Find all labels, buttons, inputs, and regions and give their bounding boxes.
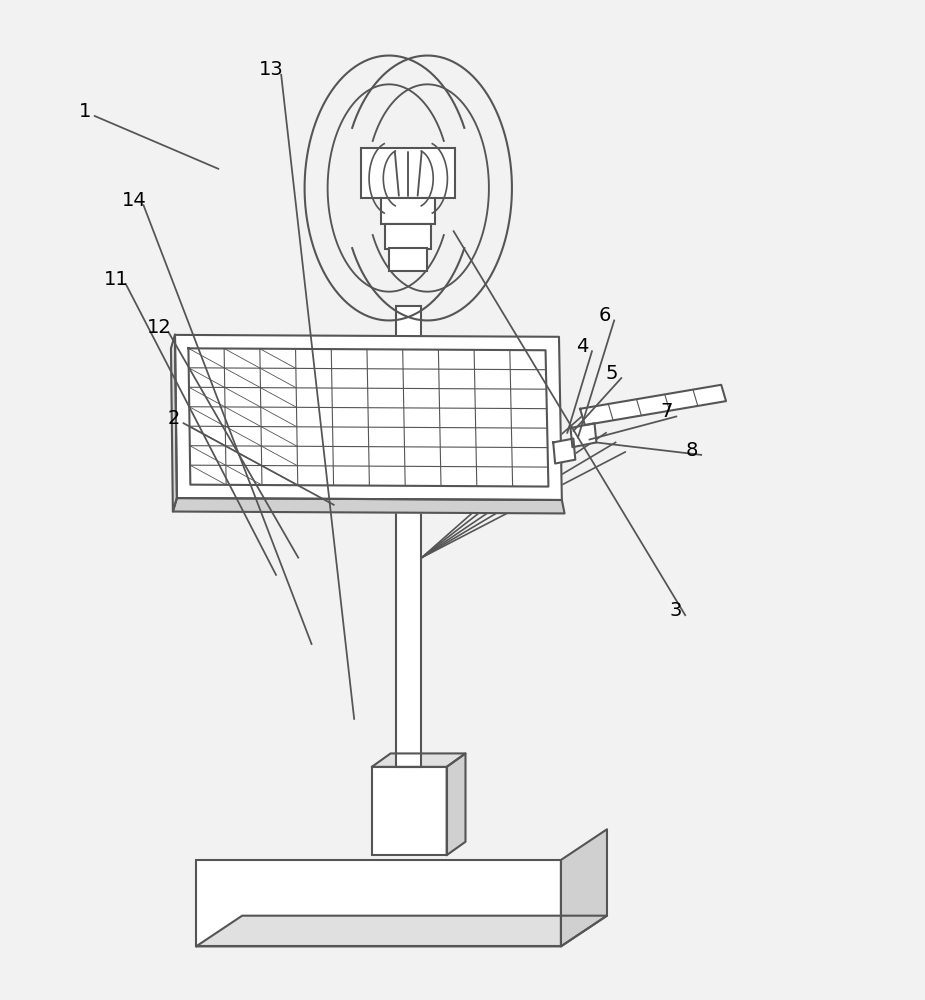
Polygon shape xyxy=(175,335,561,500)
Text: 6: 6 xyxy=(598,306,610,325)
Polygon shape xyxy=(171,335,177,512)
Text: 2: 2 xyxy=(167,409,180,428)
Bar xyxy=(385,224,431,249)
Polygon shape xyxy=(561,829,607,946)
Text: 4: 4 xyxy=(576,337,588,356)
Text: 13: 13 xyxy=(259,60,284,79)
Text: 1: 1 xyxy=(79,102,92,121)
Bar xyxy=(362,148,455,198)
Bar xyxy=(389,248,427,271)
Text: 3: 3 xyxy=(670,601,682,620)
Text: 14: 14 xyxy=(121,191,146,210)
Polygon shape xyxy=(372,753,465,767)
Polygon shape xyxy=(196,860,561,946)
Bar xyxy=(396,306,421,767)
Polygon shape xyxy=(580,385,726,425)
Text: 7: 7 xyxy=(660,402,672,421)
Polygon shape xyxy=(173,498,564,513)
Text: 8: 8 xyxy=(685,441,697,460)
Polygon shape xyxy=(571,423,597,447)
Polygon shape xyxy=(553,439,575,464)
Text: 11: 11 xyxy=(104,270,129,289)
Polygon shape xyxy=(447,753,465,855)
Text: 5: 5 xyxy=(606,364,618,383)
Polygon shape xyxy=(196,916,607,946)
Text: 12: 12 xyxy=(146,318,171,337)
Bar xyxy=(381,198,435,224)
Polygon shape xyxy=(372,767,447,855)
